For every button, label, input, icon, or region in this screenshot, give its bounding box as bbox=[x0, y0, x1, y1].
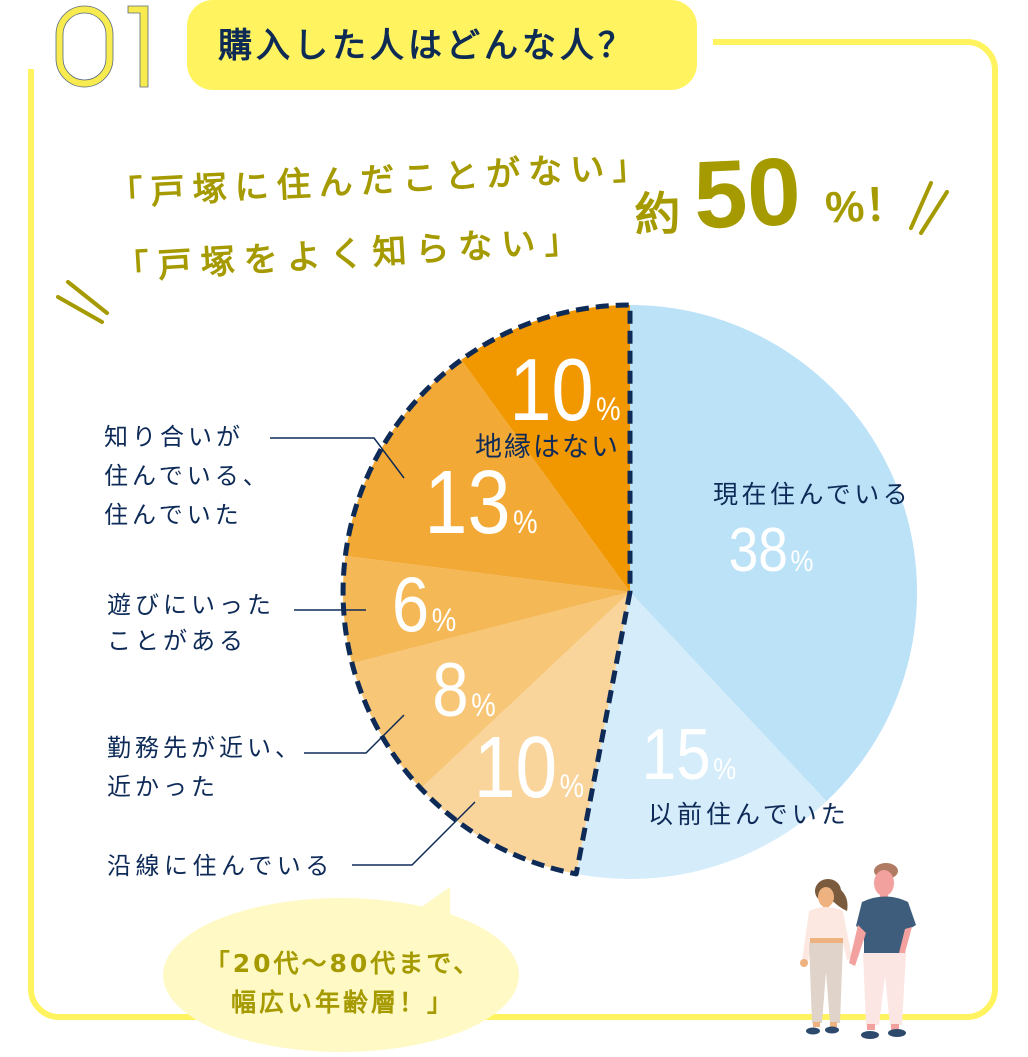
pie-slice bbox=[576, 592, 827, 879]
section-frame bbox=[28, 39, 998, 1020]
leader-line-workplace bbox=[304, 714, 405, 754]
pie-slice bbox=[630, 305, 918, 802]
speech-bubble bbox=[163, 887, 519, 1052]
headline-suffix: ！ bbox=[863, 179, 910, 232]
value-unit: % bbox=[790, 545, 814, 578]
label-line: 遊びにいった bbox=[107, 591, 275, 619]
man-figure bbox=[849, 863, 916, 1039]
bubble-line-2: 幅広い年齢層！」 bbox=[230, 988, 455, 1017]
pie-slice bbox=[352, 592, 630, 789]
value-number: 15 bbox=[641, 715, 711, 795]
page-title: 購入した人はどんな人？ bbox=[218, 26, 636, 66]
pie-chart bbox=[343, 305, 918, 879]
slice-value-no-ties: 10% bbox=[509, 346, 620, 434]
section-number-01 bbox=[55, 5, 149, 88]
slice-label-current-resident: 現在住んでいる bbox=[713, 480, 912, 509]
slice-value-acquaintance: 13% bbox=[424, 458, 537, 548]
couple-illustration bbox=[800, 863, 916, 1039]
value-unit: % bbox=[513, 504, 538, 540]
value-number: 38 bbox=[728, 516, 788, 585]
value-number: 13 bbox=[424, 453, 511, 553]
slice-label-former-resident: 以前住んでいた bbox=[648, 800, 850, 829]
headline-value: 50 bbox=[691, 137, 803, 250]
highlight-group-dashed-outline bbox=[340, 302, 633, 877]
pie-slice bbox=[343, 556, 630, 664]
headline-unit: % bbox=[824, 182, 866, 233]
value-number: 10 bbox=[473, 719, 558, 816]
value-unit: % bbox=[559, 768, 585, 804]
slice-label-acquaintance: 知り合いが 住んでいる、 住んでいた bbox=[104, 418, 271, 535]
slice-label-along-line: 沿線に住んでいる bbox=[107, 847, 334, 886]
label-line: ことがある bbox=[107, 627, 247, 655]
value-unit: % bbox=[596, 391, 621, 427]
value-number: 8 bbox=[432, 648, 469, 733]
label-line: 沿線に住んでいる bbox=[107, 852, 334, 880]
headline-prefix: 約 bbox=[633, 186, 682, 243]
slice-label-workplace: 勤務先が近い、 近かった bbox=[107, 729, 303, 807]
speech-bubble-text: 「20代～80代まで、 幅広い年齢層！」 bbox=[173, 944, 513, 1022]
slice-value-current-resident: 38% bbox=[729, 520, 814, 582]
slice-value-along-line: 10% bbox=[474, 724, 584, 811]
value-unit: % bbox=[431, 602, 457, 638]
label-line: 住んでいる、 bbox=[104, 462, 271, 490]
pie-slice bbox=[461, 305, 630, 592]
emphasis-lines-left bbox=[56, 280, 109, 324]
bubble-line-1: 「20代～80代まで、 bbox=[204, 949, 482, 978]
slice-label-visited: 遊びにいった ことがある bbox=[107, 587, 275, 659]
slice-label-no-ties: 地縁はない bbox=[475, 432, 620, 463]
pie-slice bbox=[345, 359, 630, 592]
label-line: 知り合いが bbox=[104, 423, 244, 451]
leader-lines bbox=[270, 437, 476, 866]
headline-total: 約 50%！ bbox=[632, 137, 910, 250]
leader-line-along-line bbox=[352, 801, 476, 866]
value-number: 6 bbox=[391, 560, 430, 648]
woman-figure bbox=[800, 879, 852, 1035]
slice-value-former-resident: 15% bbox=[642, 719, 736, 791]
label-line: 住んでいた bbox=[104, 501, 243, 529]
label-line: 近かった bbox=[107, 773, 219, 801]
leader-line-acquaintance bbox=[270, 437, 405, 479]
emphasis-lines-right bbox=[909, 181, 949, 235]
slice-value-visited: 6% bbox=[392, 565, 456, 643]
value-unit: % bbox=[471, 687, 496, 723]
value-number: 10 bbox=[509, 340, 594, 439]
value-unit: % bbox=[713, 753, 737, 786]
title-pill bbox=[187, 0, 697, 90]
slice-value-workplace: 8% bbox=[432, 653, 495, 729]
label-line: 勤務先が近い、 bbox=[107, 734, 303, 762]
